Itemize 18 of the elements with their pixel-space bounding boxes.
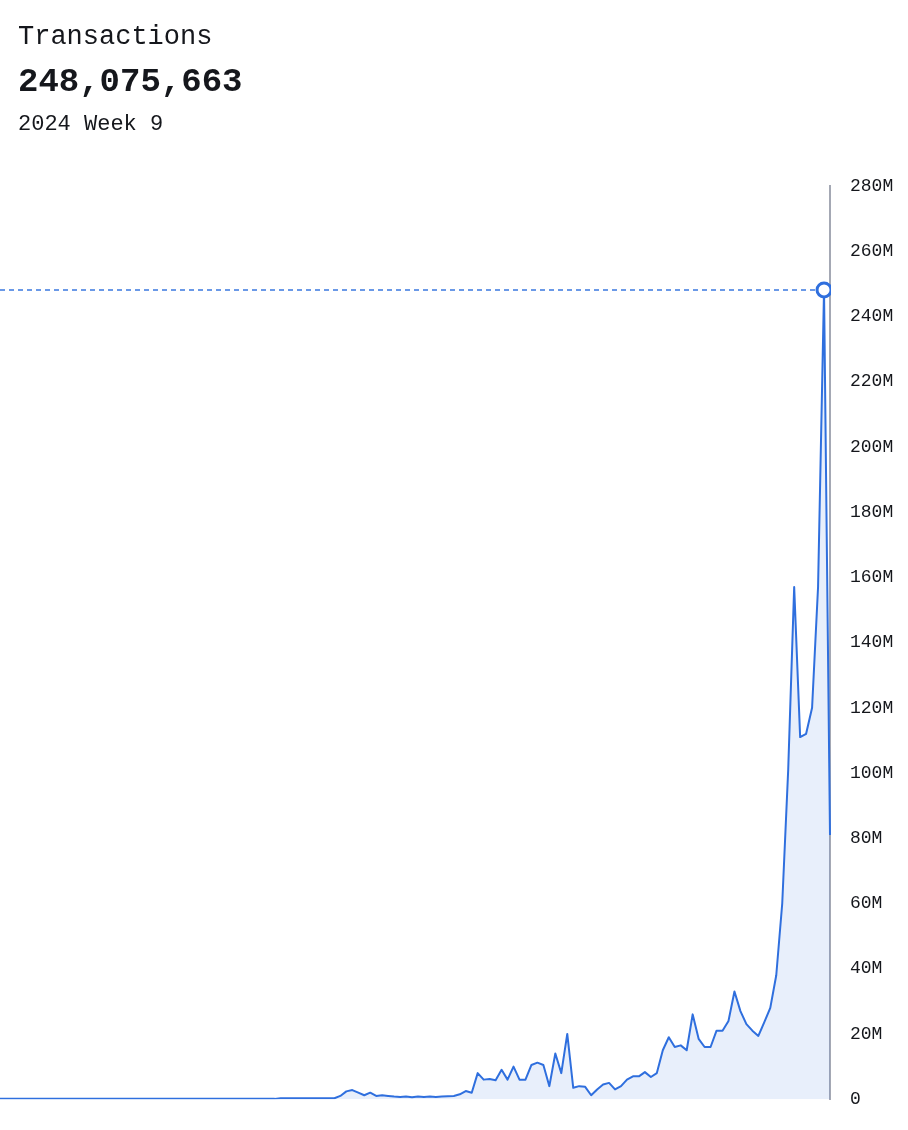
- chart-subtitle: 248,075,663: [18, 62, 243, 103]
- y-tick-label: 180M: [850, 501, 894, 522]
- y-tick-label: 140M: [850, 632, 894, 653]
- y-tick-label: 160M: [850, 567, 894, 588]
- chart-title: Transactions: [18, 21, 214, 54]
- y-tick-label: 120M: [850, 697, 894, 718]
- y-tick-label: 200M: [850, 436, 894, 457]
- y-tick-label: 60M: [850, 893, 883, 914]
- y-tick-label: 100M: [850, 762, 894, 783]
- y-tick-label: 280M: [850, 175, 894, 196]
- y-tick-label: 20M: [850, 1023, 883, 1044]
- y-tick-label: 40M: [850, 958, 883, 979]
- y-tick-label: 220M: [850, 371, 894, 392]
- y-tick-label: 240M: [850, 306, 894, 327]
- y-tick-label: 80M: [850, 827, 883, 848]
- y-tick-label: 260M: [850, 240, 894, 261]
- text: 2024 Week 9: [18, 111, 165, 139]
- y-tick-label: 0: [850, 1088, 861, 1109]
